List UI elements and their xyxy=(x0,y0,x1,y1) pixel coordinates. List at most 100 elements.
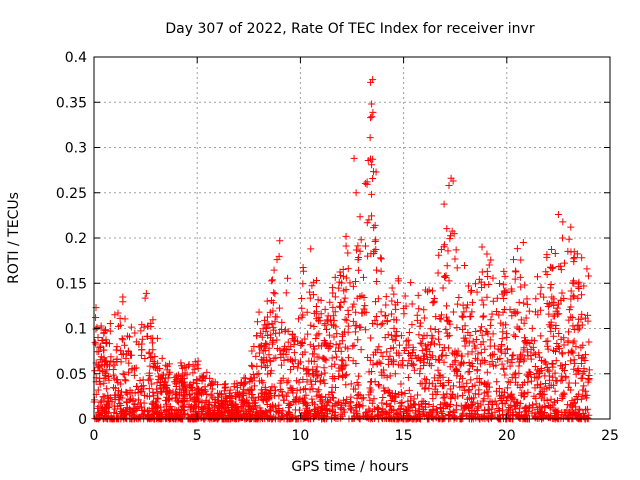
data-point xyxy=(312,378,320,386)
data-point xyxy=(460,334,468,342)
data-point xyxy=(383,348,391,356)
data-point xyxy=(148,339,156,347)
data-point xyxy=(450,230,458,238)
data-point xyxy=(422,403,430,411)
data-point xyxy=(534,381,542,389)
data-point xyxy=(349,342,357,350)
data-point xyxy=(358,309,366,317)
data-point xyxy=(496,346,504,354)
data-point xyxy=(300,385,308,393)
data-point xyxy=(142,289,150,297)
data-point xyxy=(111,361,119,369)
data-point xyxy=(473,288,481,296)
data-point xyxy=(177,374,185,382)
data-point xyxy=(515,298,523,306)
data-point xyxy=(179,394,187,402)
data-point xyxy=(278,325,286,333)
data-point xyxy=(121,315,129,323)
data-point xyxy=(278,388,286,396)
data-point xyxy=(92,314,100,322)
data-point xyxy=(123,399,131,407)
data-point xyxy=(447,400,455,408)
data-point xyxy=(510,371,518,379)
data-point xyxy=(572,411,580,419)
data-point xyxy=(163,366,171,374)
data-point xyxy=(284,327,292,335)
data-point xyxy=(437,245,445,253)
data-point xyxy=(98,337,106,345)
data-point xyxy=(331,375,339,383)
data-point xyxy=(542,338,550,346)
data-point xyxy=(445,412,453,420)
data-point xyxy=(174,408,182,416)
data-point xyxy=(321,321,329,329)
data-point xyxy=(397,380,405,388)
data-point xyxy=(527,377,535,385)
data-point xyxy=(271,318,279,326)
data-point xyxy=(479,313,487,321)
data-point xyxy=(442,402,450,410)
data-point xyxy=(461,261,469,269)
data-point xyxy=(99,393,107,401)
data-point xyxy=(422,345,430,353)
data-point xyxy=(336,268,344,276)
data-point xyxy=(295,378,303,386)
data-point xyxy=(458,374,466,382)
data-point xyxy=(549,373,557,381)
data-point xyxy=(474,350,482,358)
data-point xyxy=(540,358,548,366)
data-point xyxy=(91,367,99,375)
data-point xyxy=(488,310,496,318)
data-point xyxy=(545,383,553,391)
data-point xyxy=(309,399,317,407)
data-point xyxy=(248,394,256,402)
data-point xyxy=(486,352,494,360)
data-point xyxy=(469,398,477,406)
data-point xyxy=(508,356,516,364)
data-point xyxy=(528,324,536,332)
data-point xyxy=(320,364,328,372)
data-point xyxy=(369,361,377,369)
data-point xyxy=(382,311,390,319)
data-point xyxy=(138,335,146,343)
data-point xyxy=(547,284,555,292)
data-point xyxy=(331,360,339,368)
data-point xyxy=(153,385,161,393)
data-point xyxy=(125,405,133,413)
data-point xyxy=(342,232,350,240)
data-point xyxy=(487,256,495,264)
data-point xyxy=(401,390,409,398)
data-point xyxy=(128,408,136,416)
data-point xyxy=(518,381,526,389)
data-point xyxy=(116,314,124,322)
data-point xyxy=(226,386,234,394)
data-point xyxy=(313,363,321,371)
data-point xyxy=(451,255,459,263)
data-point xyxy=(561,361,569,369)
data-point xyxy=(522,403,530,411)
data-point xyxy=(299,280,307,288)
data-point xyxy=(568,347,576,355)
data-point xyxy=(134,396,142,404)
data-point xyxy=(179,402,187,410)
data-point xyxy=(437,311,445,319)
data-point xyxy=(189,369,197,377)
data-point xyxy=(317,404,325,412)
data-point xyxy=(496,392,504,400)
data-point xyxy=(356,213,364,221)
data-point xyxy=(290,397,298,405)
data-point xyxy=(271,290,279,298)
data-point xyxy=(368,113,376,121)
data-point xyxy=(544,366,552,374)
data-point xyxy=(310,323,318,331)
data-point xyxy=(485,409,493,417)
data-point xyxy=(317,296,325,304)
data-point xyxy=(328,354,336,362)
data-point xyxy=(368,367,376,375)
data-point xyxy=(382,293,390,301)
data-point xyxy=(473,366,481,374)
data-point xyxy=(287,385,295,393)
data-point xyxy=(465,339,473,347)
data-point xyxy=(141,355,149,363)
data-point xyxy=(103,385,111,393)
